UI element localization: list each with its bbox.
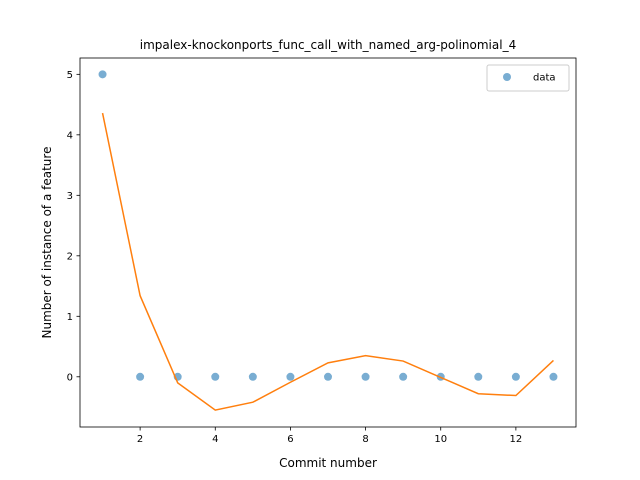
data-point [286, 372, 295, 381]
x-axis-label: Commit number [279, 456, 377, 470]
data-point [324, 372, 332, 381]
y-tick-label: 0 [67, 372, 73, 383]
data-point [136, 372, 145, 381]
y-tick-label: 3 [67, 191, 73, 202]
x-tick-label: 12 [510, 434, 523, 445]
y-tick-label: 2 [67, 251, 73, 262]
x-tick-label: 4 [212, 434, 218, 445]
x-tick-label: 2 [137, 434, 143, 445]
data-point [211, 372, 220, 381]
data-point [474, 372, 483, 381]
data-point [248, 372, 257, 381]
x-tick-label: 6 [287, 434, 293, 445]
x-tick-label: 10 [434, 434, 447, 445]
y-tick-label: 1 [67, 312, 73, 323]
chart-title: impalex-knockonports_func_call_with_name… [140, 38, 516, 52]
data-point [549, 372, 558, 381]
chart-marks [98, 70, 558, 411]
data-point [511, 372, 520, 381]
plot-frame [79, 57, 577, 428]
y-tick-label: 5 [67, 70, 73, 81]
legend-marker-data [503, 73, 511, 81]
y-axis-label: Number of instance of a feature [40, 147, 54, 339]
data-point [361, 372, 370, 381]
legend-box [486, 64, 570, 92]
legend-label-data: data [533, 73, 556, 84]
y-tick-label: 4 [67, 130, 73, 141]
fit-line [101, 112, 554, 411]
data-point [98, 70, 107, 79]
plot-area [80, 58, 576, 427]
x-tick-label: 8 [362, 434, 368, 445]
legend: data [486, 64, 570, 92]
data-point [399, 372, 408, 381]
